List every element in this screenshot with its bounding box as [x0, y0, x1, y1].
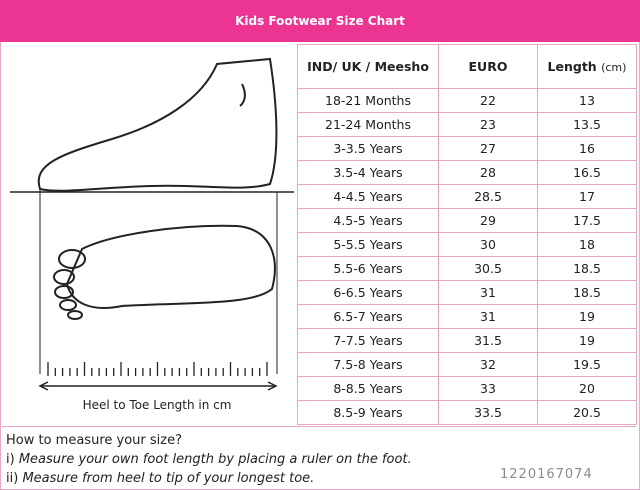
toe: [59, 299, 77, 311]
table-row: 6.5-7 Years 31 19: [297, 304, 637, 329]
foot-illustration: Heel to Toe Length in cm: [10, 57, 294, 412]
cell-length: 18.5: [537, 256, 637, 281]
cell-size: 18-21 Months: [297, 88, 439, 113]
page-title: Kids Footwear Size Chart: [0, 0, 640, 42]
cell-length: 19.5: [537, 352, 637, 377]
arrow-heads-icon: [38, 381, 278, 391]
cell-size: 6.5-7 Years: [297, 304, 439, 329]
cell-euro: 23: [438, 112, 538, 137]
foot-side-outline: [37, 57, 278, 192]
step-2-prefix: ii): [6, 471, 23, 486]
table-row: 18-21 Months 22 13: [297, 88, 637, 113]
cell-size: 6-6.5 Years: [297, 280, 439, 305]
table-row: 6-6.5 Years 31 18.5: [297, 280, 637, 305]
cell-length: 16: [537, 136, 637, 161]
table-row: 7-7.5 Years 31.5 19: [297, 328, 637, 353]
cell-euro: 31: [438, 280, 538, 305]
cell-length: 19: [537, 328, 637, 353]
cell-size: 4-4.5 Years: [297, 184, 439, 209]
length-unit: (cm): [601, 60, 627, 74]
instruction-step-2: ii) Measure from heel to tip of your lon…: [6, 469, 632, 488]
cell-euro: 32: [438, 352, 538, 377]
length-label: Length: [547, 58, 597, 74]
illustration-caption: Heel to Toe Length in cm: [83, 398, 232, 412]
cell-euro: 33.5: [438, 400, 538, 425]
column-header-ind-uk: IND/ UK / Meesho: [297, 44, 439, 89]
measure-instructions: How to measure your size? i) Measure you…: [2, 426, 636, 488]
cell-length: 17.5: [537, 208, 637, 233]
cell-length: 19: [537, 304, 637, 329]
table-row: 21-24 Months 23 13.5: [297, 112, 637, 137]
cell-size: 5-5.5 Years: [297, 232, 439, 257]
table-row: 4.5-5 Years 29 17.5: [297, 208, 637, 233]
instruction-step-1: i) Measure your own foot length by placi…: [6, 450, 632, 469]
table-row: 8-8.5 Years 33 20: [297, 376, 637, 401]
cell-euro: 30.5: [438, 256, 538, 281]
cell-size: 21-24 Months: [297, 112, 439, 137]
cell-euro: 28: [438, 160, 538, 185]
cell-euro: 31: [438, 304, 538, 329]
cell-size: 7-7.5 Years: [297, 328, 439, 353]
size-table: IND/ UK / Meesho EURO Length (cm) 18-21 …: [297, 44, 637, 425]
column-header-length: Length (cm): [537, 44, 637, 89]
table-row: 5.5-6 Years 30.5 18.5: [297, 256, 637, 281]
toe: [67, 310, 83, 320]
cell-size: 3-3.5 Years: [297, 136, 439, 161]
cell-euro: 29: [438, 208, 538, 233]
table-row: 4-4.5 Years 28.5 17: [297, 184, 637, 209]
instructions-heading: How to measure your size?: [6, 433, 182, 448]
cell-size: 4.5-5 Years: [297, 208, 439, 233]
table-row: 5-5.5 Years 30 18: [297, 232, 637, 257]
ankle-line: [239, 83, 246, 107]
toe: [58, 249, 86, 269]
foot-sole-outline: [65, 224, 276, 309]
step-1-prefix: i): [6, 452, 19, 467]
step-2-text: Measure from heel to tip of your longest…: [22, 471, 315, 486]
cell-length: 18: [537, 232, 637, 257]
cell-length: 13.5: [537, 112, 637, 137]
cell-length: 18.5: [537, 280, 637, 305]
table-body: 18-21 Months 22 13 21-24 Months 23 13.5 3-3.5 …: [297, 88, 637, 425]
cell-euro: 33: [438, 376, 538, 401]
cell-size: 5.5-6 Years: [297, 256, 439, 281]
ruler: [47, 362, 268, 376]
table-row: 3-3.5 Years 27 16: [297, 136, 637, 161]
table-header-row: IND/ UK / Meesho EURO Length (cm): [297, 44, 637, 89]
table-row: 3.5-4 Years 28 16.5: [297, 160, 637, 185]
step-1-text: Measure your own foot length by placing …: [18, 452, 412, 467]
cell-euro: 28.5: [438, 184, 538, 209]
cell-euro: 31.5: [438, 328, 538, 353]
cell-euro: 27: [438, 136, 538, 161]
cell-size: 3.5-4 Years: [297, 160, 439, 185]
column-header-euro: EURO: [438, 44, 538, 89]
cell-length: 20.5: [537, 400, 637, 425]
cell-size: 8.5-9 Years: [297, 400, 439, 425]
watermark: 1220167074: [500, 467, 593, 482]
cell-size: 8-8.5 Years: [297, 376, 439, 401]
table-row: 7.5-8 Years 32 19.5: [297, 352, 637, 377]
cell-length: 17: [537, 184, 637, 209]
toe: [54, 285, 74, 299]
cell-size: 7.5-8 Years: [297, 352, 439, 377]
cell-euro: 30: [438, 232, 538, 257]
cell-euro: 22: [438, 88, 538, 113]
cell-length: 20: [537, 376, 637, 401]
toe: [53, 269, 75, 285]
cell-length: 13: [537, 88, 637, 113]
table-row: 8.5-9 Years 33.5 20.5: [297, 400, 637, 425]
cell-length: 16.5: [537, 160, 637, 185]
